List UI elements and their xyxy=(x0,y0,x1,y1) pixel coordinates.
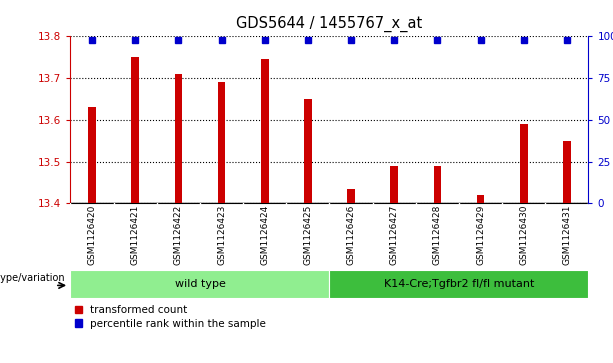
Title: GDS5644 / 1455767_x_at: GDS5644 / 1455767_x_at xyxy=(237,16,422,32)
Legend: transformed count, percentile rank within the sample: transformed count, percentile rank withi… xyxy=(70,301,270,333)
Text: GSM1126422: GSM1126422 xyxy=(174,205,183,265)
Bar xyxy=(304,99,312,203)
Bar xyxy=(563,140,571,203)
Bar xyxy=(261,59,268,203)
Bar xyxy=(330,270,588,298)
Text: wild type: wild type xyxy=(175,279,226,289)
Text: GSM1126425: GSM1126425 xyxy=(303,205,313,265)
Text: GSM1126423: GSM1126423 xyxy=(217,205,226,265)
Text: GSM1126420: GSM1126420 xyxy=(88,205,97,265)
Bar xyxy=(520,124,528,203)
Text: K14-Cre;Tgfbr2 fl/fl mutant: K14-Cre;Tgfbr2 fl/fl mutant xyxy=(384,279,534,289)
Text: GSM1126430: GSM1126430 xyxy=(519,205,528,265)
Text: GSM1126427: GSM1126427 xyxy=(390,205,398,265)
Bar xyxy=(477,195,484,203)
Bar xyxy=(390,166,398,203)
Bar xyxy=(131,57,139,203)
Text: GSM1126431: GSM1126431 xyxy=(562,205,571,265)
Bar xyxy=(175,74,182,203)
Text: GSM1126426: GSM1126426 xyxy=(346,205,356,265)
Bar xyxy=(218,82,226,203)
Bar xyxy=(88,107,96,203)
Text: genotype/variation: genotype/variation xyxy=(0,273,65,283)
Text: GSM1126429: GSM1126429 xyxy=(476,205,485,265)
Text: GSM1126428: GSM1126428 xyxy=(433,205,442,265)
Text: GSM1126421: GSM1126421 xyxy=(131,205,140,265)
Bar xyxy=(70,270,330,298)
Bar xyxy=(347,189,355,203)
Bar xyxy=(433,166,441,203)
Text: GSM1126424: GSM1126424 xyxy=(261,205,269,265)
